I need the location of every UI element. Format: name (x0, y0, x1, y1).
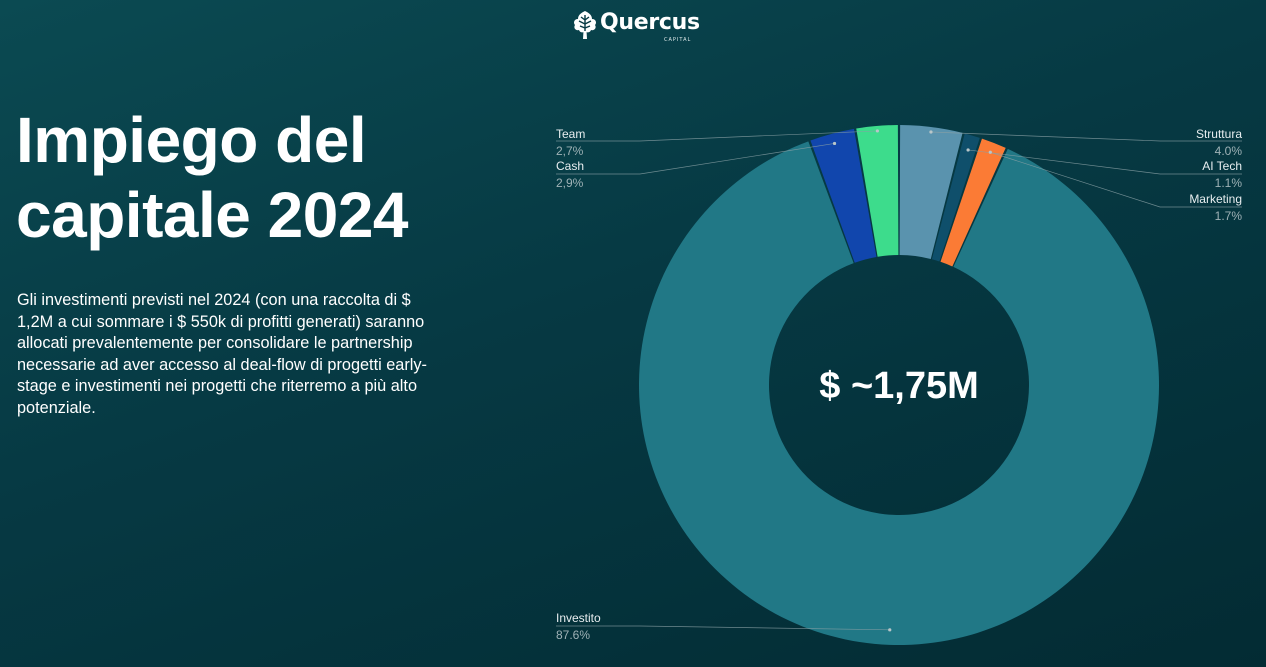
slice-value-marketing: 1.7% (1215, 209, 1243, 223)
leader-dot-cash (832, 141, 837, 146)
leader-line-struttura (930, 131, 1242, 142)
donut-slice-investito (638, 141, 1159, 646)
donut-slice-team (856, 125, 899, 257)
slice-label-marketing: Marketing (1189, 192, 1242, 206)
donut-slice-ai-tech (931, 133, 980, 262)
leader-line-team (556, 130, 878, 142)
donut-slice-struttura (899, 125, 963, 259)
slice-value-team: 2,7% (556, 144, 584, 158)
slice-value-investito: 87.6% (556, 628, 590, 642)
leader-line-ai-tech (968, 149, 1242, 175)
donut-slice-marketing (940, 138, 1006, 267)
leader-dot-marketing (988, 150, 992, 154)
donut-center-total: $ ~1,75M (819, 365, 979, 407)
donut-slice-cash (810, 128, 877, 263)
slice-label-team: Team (556, 127, 585, 141)
logo-name: Quercus (600, 10, 700, 35)
leader-dot-team (875, 129, 879, 133)
leader-dot-struttura (929, 130, 933, 134)
slice-label-cash: Cash (556, 159, 584, 173)
oak-tree-icon (574, 11, 596, 39)
slice-label-struttura: Struttura (1196, 127, 1242, 141)
leader-line-cash (556, 143, 835, 175)
title-line-1: Impiego del (16, 104, 367, 176)
slice-value-cash: 2,9% (556, 176, 584, 190)
slice-label-ai-tech: AI Tech (1202, 159, 1242, 173)
slice-value-struttura: 4.0% (1215, 144, 1243, 158)
slice-value-ai-tech: 1.1% (1215, 176, 1243, 190)
title-line-2: capitale 2024 (16, 179, 409, 251)
page-title: Impiego del capitale 2024 (16, 103, 496, 253)
slice-label-investito: Investito (556, 611, 601, 625)
leader-line-investito (556, 625, 890, 631)
quercus-logo: Quercus CAPITAL (572, 8, 702, 44)
leader-line-marketing (990, 151, 1242, 208)
logo-subtitle: CAPITAL (664, 37, 692, 43)
description-text: Gli investimenti previsti nel 2024 (con … (17, 291, 427, 417)
leader-dot-ai-tech (966, 148, 970, 152)
leader-dot-investito (888, 628, 892, 632)
